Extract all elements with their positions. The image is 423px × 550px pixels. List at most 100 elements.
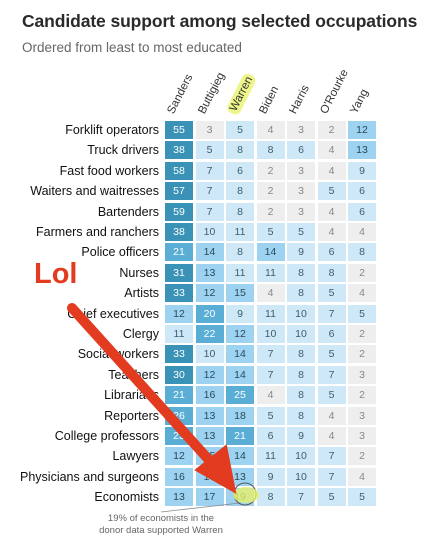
row-label: Physicians and surgeons	[20, 469, 159, 484]
heatmap-cell: 8	[225, 181, 255, 202]
heatmap-cell: 59	[164, 201, 194, 222]
heatmap-cell: 17	[194, 487, 225, 508]
heatmap-cell: 4	[316, 405, 347, 426]
heatmap-cell: 33	[164, 344, 194, 365]
annotation-note: 19% of economists in the donor data supp…	[99, 513, 223, 536]
heatmap-cell: 11	[225, 262, 255, 283]
row-label: Social workers	[77, 347, 159, 362]
heatmap-cell: 10	[194, 344, 225, 365]
heatmap-cell: 8	[286, 262, 316, 283]
heatmap-cell: 7	[194, 181, 225, 202]
heatmap-cell: 10	[194, 222, 225, 242]
heatmap-cell: 7	[255, 344, 286, 365]
heatmap-cell: 4	[347, 283, 377, 304]
row-label: Librarians	[104, 388, 159, 403]
heatmap-cell: 7	[316, 364, 347, 385]
heatmap-cell: 8	[225, 201, 255, 222]
column-header-warren: Warren	[225, 71, 258, 117]
heatmap-cell: 18	[225, 405, 255, 426]
heatmap-cell: 26	[164, 405, 194, 426]
heatmap-cell: 6	[286, 140, 316, 161]
heatmap-cell: 13	[225, 466, 255, 487]
heatmap-cell: 11	[255, 262, 286, 283]
heatmap-cell: 8	[225, 140, 255, 161]
heatmap-cell: 4	[316, 222, 347, 242]
heatmap-cell: 14	[225, 446, 255, 467]
heatmap-cell: 7	[255, 364, 286, 385]
heatmap-cell: 25	[225, 385, 255, 406]
heatmap-cell: 14	[255, 242, 286, 263]
row-label: Nurses	[119, 265, 159, 280]
heatmap-cell: 38	[164, 140, 194, 161]
heatmap-cell: 5	[316, 344, 347, 365]
heatmap-cell: 3	[286, 120, 316, 140]
heatmap-cell: 8	[316, 262, 347, 283]
heatmap-cell: 2	[347, 385, 377, 406]
heatmap-cell: 2	[255, 181, 286, 202]
heatmap-cell: 12	[347, 120, 377, 140]
row-label: Forklift operators	[65, 123, 159, 137]
heatmap-cell: 5	[347, 303, 377, 324]
heatmap-cell: 6	[225, 160, 255, 181]
heatmap-cell: 5	[316, 283, 347, 304]
heatmap-cell: 21	[225, 426, 255, 446]
heatmap-cell: 12	[164, 303, 194, 324]
row-label: Economists	[94, 490, 159, 505]
heatmap-cell: 10	[286, 324, 316, 344]
heatmap-cell: 9	[255, 466, 286, 487]
heatmap-cell: 6	[347, 201, 377, 222]
heatmap-cell: 11	[255, 446, 286, 467]
heatmap-cell: 14	[194, 242, 225, 263]
heatmap-cell: 5	[316, 487, 347, 508]
row-label: Bartenders	[97, 204, 159, 219]
column-header-biden: Biden	[256, 84, 281, 116]
heatmap-cell: 21	[164, 385, 194, 406]
heatmap-cell: 8	[255, 487, 286, 508]
heatmap-cell: 4	[347, 466, 377, 487]
row-label: College professors	[54, 429, 159, 443]
heatmap-cell: 55	[164, 120, 194, 140]
heatmap-cell: 6	[316, 324, 347, 344]
heatmap-cell: 7	[316, 303, 347, 324]
heatmap-cell: 9	[286, 426, 316, 446]
heatmap-cell: 13	[194, 405, 225, 426]
row-label: Artists	[124, 286, 159, 301]
row-label: Reporters	[104, 408, 159, 423]
heatmap-cell: 5	[194, 140, 225, 161]
heatmap-cell: 15	[194, 446, 225, 467]
heatmap-cell: 7	[194, 160, 225, 181]
heatmap-cell: 4	[316, 140, 347, 161]
heatmap-cell: 5	[286, 222, 316, 242]
heatmap-cell: 12	[194, 283, 225, 304]
heatmap-cell: 8	[225, 242, 255, 263]
heatmap-cell: 8	[286, 405, 316, 426]
heatmap-cell: 9	[225, 303, 255, 324]
heatmap-cell: 13	[194, 426, 225, 446]
heatmap-cell: 12	[225, 324, 255, 344]
heatmap-cell: 12	[164, 446, 194, 467]
heatmap-cell: 9	[286, 242, 316, 263]
heatmap-cell: 3	[194, 120, 225, 140]
heatmap-cell: 30	[164, 364, 194, 385]
heatmap-cell: 58	[164, 160, 194, 181]
heatmap-cell: 12	[194, 364, 225, 385]
heatmap-cell: 6	[316, 242, 347, 263]
heatmap-cell: 11	[225, 222, 255, 242]
heatmap-cell: 2	[347, 262, 377, 283]
heatmap-cell: 3	[347, 364, 377, 385]
column-header-yang: Yang	[348, 87, 371, 116]
heatmap-cell: 21	[164, 242, 194, 263]
heatmap-cell: 3	[286, 181, 316, 202]
heatmap-cell: 13	[347, 140, 377, 161]
heatmap-cell: 7	[194, 201, 225, 222]
heatmap-cell: 3	[286, 160, 316, 181]
heatmap-cell: 33	[164, 283, 194, 304]
chart-subtitle: Ordered from least to most educated	[22, 40, 242, 55]
heatmap-cell: 13	[164, 487, 194, 508]
heatmap-cell: 22	[194, 324, 225, 344]
heatmap-cell: 7	[286, 487, 316, 508]
heatmap-cell: 3	[286, 201, 316, 222]
heatmap-cell: 3	[347, 405, 377, 426]
row-label: Chief executives	[67, 306, 159, 321]
heatmap-cell: 8	[347, 242, 377, 263]
